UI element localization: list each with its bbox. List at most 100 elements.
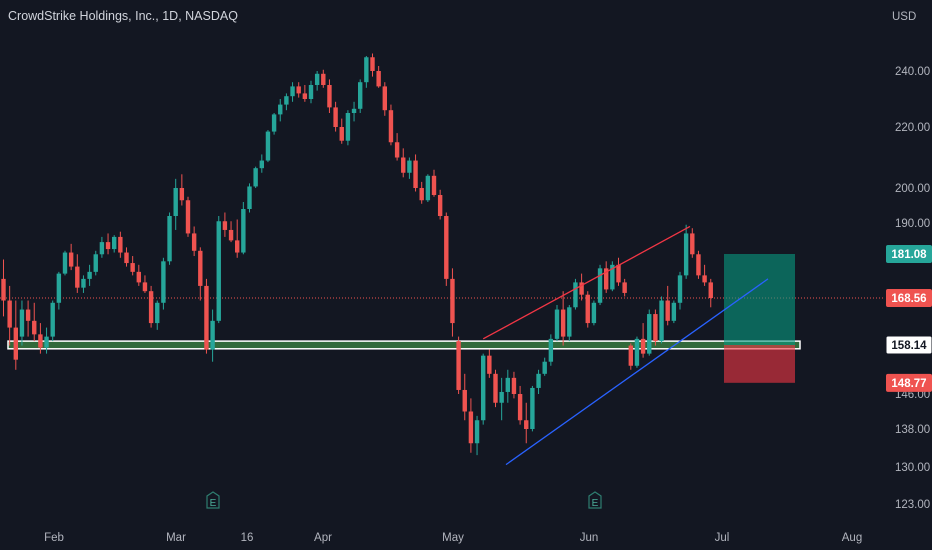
long-position-tool (724, 254, 795, 383)
trendline-lower (505, 278, 769, 466)
candle (247, 183, 252, 213)
candle-body (142, 282, 148, 292)
candle (394, 133, 400, 161)
candle-body (444, 216, 449, 279)
candle-body (7, 300, 12, 328)
candle-body (647, 314, 652, 354)
x-tick-label: May (442, 532, 464, 544)
candle (419, 181, 424, 204)
candle-body (542, 361, 547, 374)
candle-body (185, 200, 191, 234)
candle-body (505, 377, 510, 392)
candle (591, 300, 597, 326)
candle-body (474, 420, 480, 444)
support-zone-rect (7, 340, 801, 350)
candle (62, 250, 68, 276)
candle (364, 56, 369, 88)
candle-body (524, 420, 529, 429)
candle-body (345, 113, 351, 141)
candle (136, 264, 141, 286)
candle (358, 79, 363, 113)
trendline-upper (482, 225, 691, 340)
candle-body (155, 302, 160, 324)
candle (554, 305, 560, 342)
target-zone (724, 254, 795, 345)
support-zone (7, 340, 801, 350)
candle (99, 236, 105, 258)
candle (604, 261, 609, 293)
candle (118, 231, 123, 258)
x-tick-label: Jul (715, 532, 730, 544)
candle (696, 250, 701, 279)
candle (683, 224, 689, 279)
candle (235, 219, 240, 258)
earnings-icon (206, 491, 220, 509)
candle (517, 385, 523, 425)
candle-body (407, 160, 412, 173)
candle-body (284, 96, 289, 105)
candle (628, 343, 633, 370)
candle-body (493, 373, 498, 403)
candle-body (136, 271, 141, 283)
candle-body (124, 252, 129, 264)
candle (505, 369, 510, 403)
candle (653, 309, 658, 346)
y-tick-label: 190.00 (895, 218, 930, 230)
candle (308, 80, 314, 104)
y-tick-label: 220.00 (895, 122, 930, 134)
candle (142, 275, 148, 293)
candle-body (327, 85, 332, 108)
candle-body (640, 338, 646, 354)
candle (468, 398, 474, 453)
candle-body (579, 282, 584, 295)
candle (13, 300, 18, 370)
candle-body (1, 278, 6, 301)
candle (462, 373, 467, 421)
candle-body (308, 85, 314, 99)
x-tick-label: Mar (166, 532, 186, 544)
price-label-text: 158.14 (891, 340, 927, 352)
candle-body (173, 188, 178, 216)
candle-body (296, 86, 301, 94)
candle-body (376, 71, 381, 87)
candle-body (450, 278, 455, 324)
candle (253, 166, 258, 188)
candle-body (216, 221, 221, 321)
x-tick-label: 16 (241, 532, 254, 544)
candle (481, 353, 486, 425)
candle (148, 285, 154, 328)
candle-body (210, 320, 215, 350)
candle-body (481, 355, 486, 421)
candle (456, 336, 461, 394)
candle-body (351, 108, 357, 113)
candle-body (339, 127, 344, 141)
candle-body (431, 175, 437, 195)
y-tick-label: 123.00 (895, 499, 930, 511)
candle (616, 257, 621, 286)
candle-body (677, 275, 683, 303)
candle-body (38, 334, 43, 348)
candle (702, 264, 707, 286)
candle (210, 309, 215, 362)
candle-body (499, 391, 504, 403)
candle-body (665, 300, 670, 321)
candle-body (161, 261, 166, 303)
candle-body (112, 236, 117, 250)
candle (191, 226, 197, 257)
candle-body (401, 157, 406, 173)
price-label-bg (885, 335, 932, 355)
candle-body (462, 389, 467, 412)
candle-body (610, 264, 615, 290)
candle-body (93, 254, 98, 272)
candle (376, 66, 381, 88)
y-tick-label: 146.00 (895, 389, 930, 401)
candle-body (702, 275, 707, 283)
candle (124, 247, 129, 267)
candle-body (425, 175, 431, 201)
candle-body (487, 355, 492, 374)
candle (179, 174, 185, 206)
candle-body (32, 320, 37, 335)
candle-body (437, 195, 443, 216)
price-label-text: 168.56 (891, 293, 926, 305)
